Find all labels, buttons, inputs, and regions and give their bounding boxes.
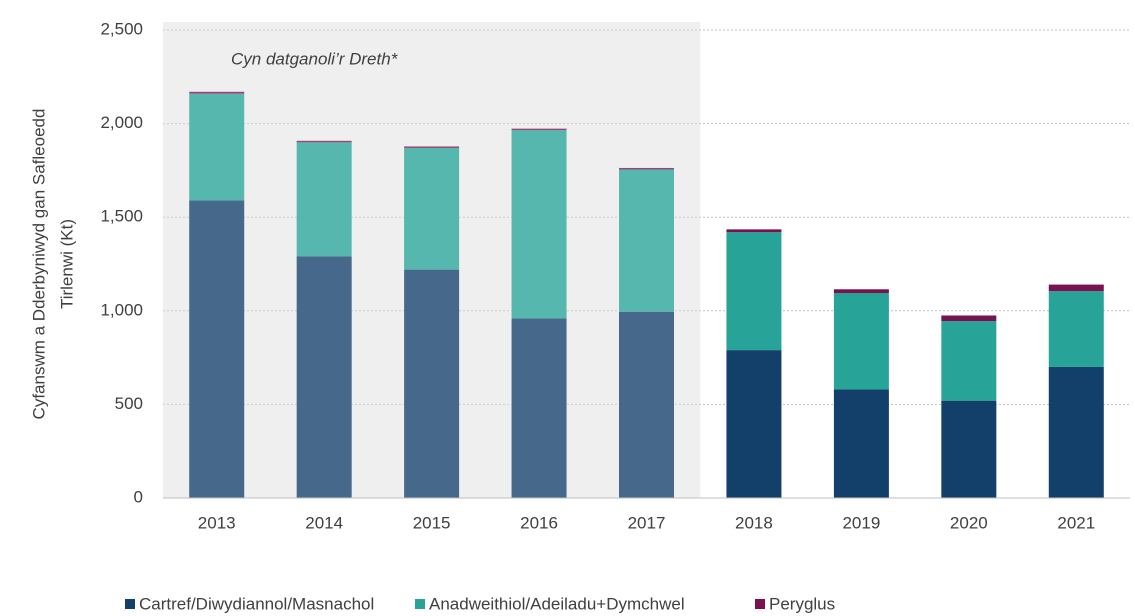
bar-segment xyxy=(1048,291,1104,367)
y-tick-label: 1,000 xyxy=(100,300,143,319)
legend-swatch xyxy=(415,599,425,609)
bar-segment xyxy=(404,146,460,148)
y-axis-label: Tirlenwi (Kt) xyxy=(57,219,76,309)
bar-segment xyxy=(296,142,352,257)
y-tick-label: 500 xyxy=(115,394,143,413)
y-tick-label: 1,500 xyxy=(100,207,143,226)
bar-segment xyxy=(941,321,997,401)
y-tick-label: 2,000 xyxy=(100,113,143,132)
bar-segment xyxy=(404,147,460,270)
y-tick-label: 2,500 xyxy=(100,19,143,38)
x-tick-label: 2020 xyxy=(950,513,988,532)
x-tick-label: 2018 xyxy=(735,513,773,532)
x-tick-label: 2021 xyxy=(1057,513,1095,532)
bar-segment xyxy=(726,350,782,498)
legend-label: Peryglus xyxy=(769,594,835,613)
bar-segment xyxy=(833,293,889,390)
bar-segment xyxy=(619,167,674,170)
y-axis-label: Cyfanswm a Dderbyniwyd gan Safleoedd xyxy=(29,109,48,420)
x-tick-label: 2013 xyxy=(198,513,236,532)
bar-segment xyxy=(511,130,567,319)
legend-swatch xyxy=(755,599,765,609)
x-tick-label: 2016 xyxy=(520,513,558,532)
bar-segment xyxy=(511,318,567,498)
bar-segment xyxy=(619,169,674,312)
bar-segment xyxy=(189,93,245,201)
bar-segment xyxy=(726,232,782,351)
bar-segment xyxy=(1048,284,1104,292)
legend-label: Anadweithiol/Adeiladu+Dymchwel xyxy=(429,594,685,613)
bar-segment xyxy=(1048,366,1104,498)
x-tick-label: 2017 xyxy=(628,513,666,532)
bar-segment xyxy=(189,200,245,499)
y-tick-label: 0 xyxy=(134,487,143,506)
bar-segment xyxy=(404,269,460,498)
x-tick-label: 2015 xyxy=(413,513,451,532)
bar-segment xyxy=(296,140,352,143)
bar-segment xyxy=(619,311,674,498)
bar-segment xyxy=(296,256,352,498)
x-tick-label: 2019 xyxy=(842,513,880,532)
bar-segment xyxy=(941,315,997,322)
region-label: Cyn datganoli’r Dreth* xyxy=(231,49,399,68)
bar-segment xyxy=(189,91,245,94)
legend-label: Cartref/Diwydiannol/Masnachol xyxy=(139,594,374,613)
bar-segment xyxy=(511,128,567,131)
x-tick-label: 2014 xyxy=(305,513,343,532)
legend-swatch xyxy=(125,599,135,609)
bar-segment xyxy=(833,389,889,498)
bar-segment xyxy=(941,400,997,498)
bar-segment xyxy=(726,229,782,233)
bar-segment xyxy=(833,289,889,294)
shaded-overlay xyxy=(163,22,701,498)
